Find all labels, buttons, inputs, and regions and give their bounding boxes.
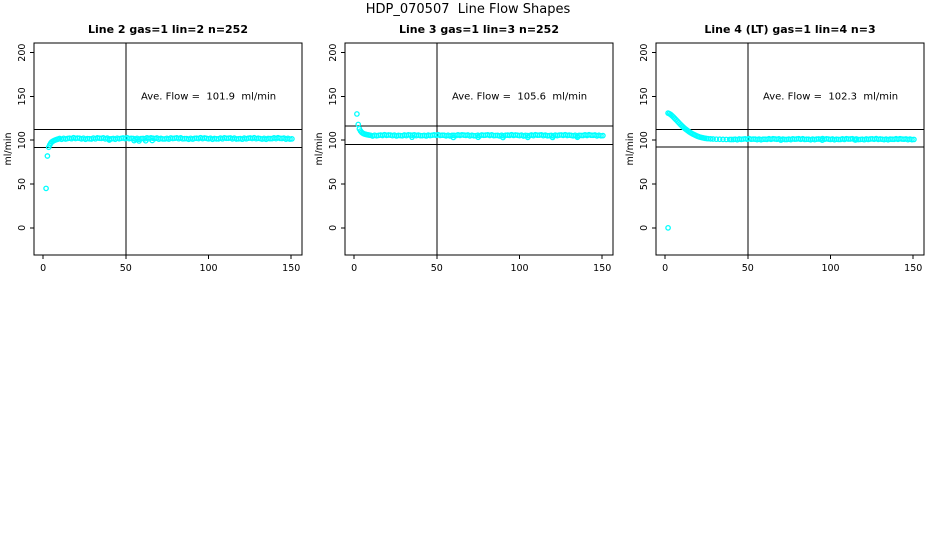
y-tick-label: 50 (328, 178, 339, 190)
plot-box (33, 42, 303, 256)
panel-3-title: Line 4 (LT) gas=1 lin=4 n=3 (704, 23, 876, 36)
x-tick-label: 150 (593, 263, 611, 274)
y-tick-label: 150 (639, 87, 650, 105)
panel-1: 0 50 100 150 0 50 100 150 200 ml/min Ave. Flow = 1… (3, 42, 303, 274)
data-point (713, 136, 720, 143)
x-tick-label: 50 (742, 263, 754, 274)
data-point (911, 136, 917, 143)
plot-box (344, 42, 614, 256)
y-tick-label: 200 (328, 44, 339, 62)
ave-flow-annotation: Ave. Flow = 105.6 ml/min (452, 91, 587, 102)
x-tick-label: 150 (904, 263, 922, 274)
data-point (710, 136, 716, 142)
data-point (354, 111, 360, 117)
y-tick-label: 0 (639, 225, 650, 231)
data-point (289, 135, 295, 142)
y-tick-label: 0 (17, 225, 28, 231)
plot-box (655, 42, 925, 256)
data-point (707, 135, 714, 142)
x-tick-label: 100 (199, 263, 217, 274)
data-point (720, 136, 726, 143)
x-tick-label: 0 (351, 263, 357, 274)
data-point (44, 153, 51, 159)
x-tick-label: 50 (120, 263, 132, 274)
y-tick-label: 200 (639, 44, 650, 62)
panel-1-title: Line 2 gas=1 lin=2 n=252 (87, 23, 248, 36)
y-tick-label: 0 (328, 225, 339, 231)
y-axis-label: ml/min (625, 132, 636, 165)
panel-2: 0 50 100 150 0 50 100 150 200 ml/min Ave. Flow = 1… (314, 42, 614, 274)
data-point (665, 224, 671, 231)
y-tick-label: 100 (639, 131, 650, 149)
x-tick-label: 100 (510, 263, 528, 274)
data-point (600, 132, 606, 139)
y-tick-label: 150 (328, 87, 339, 105)
x-tick-label: 100 (821, 263, 839, 274)
x-tick-label: 50 (431, 263, 443, 274)
panel-3: 0 50 100 150 0 50 100 150 200 ml/min Ave. Flow = 1… (625, 42, 925, 274)
x-tick-label: 0 (40, 263, 46, 274)
y-tick-label: 200 (17, 44, 28, 62)
y-tick-label: 100 (17, 131, 28, 149)
y-axis-label: ml/min (3, 132, 14, 165)
ave-flow-annotation: Ave. Flow = 102.3 ml/min (763, 91, 898, 102)
data-point (716, 136, 723, 143)
data-point (909, 136, 915, 143)
panel-2-title: Line 3 gas=1 lin=3 n=252 (398, 23, 559, 36)
y-tick-label: 100 (328, 131, 339, 149)
figure-title: HDP_070507 Line Flow Shapes (365, 2, 571, 17)
x-tick-label: 150 (282, 263, 300, 274)
y-tick-label: 50 (639, 178, 650, 190)
y-tick-label: 50 (17, 178, 28, 190)
y-axis-label: ml/min (314, 132, 325, 165)
y-tick-label: 150 (17, 87, 28, 105)
data-point (43, 185, 49, 192)
ave-flow-annotation: Ave. Flow = 101.9 ml/min (141, 91, 276, 102)
x-tick-label: 0 (662, 263, 668, 274)
